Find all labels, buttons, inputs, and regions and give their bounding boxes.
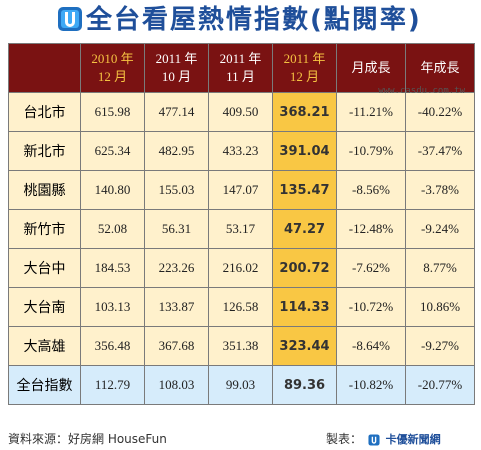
- page-title: 全台看屋熱情指數(點閱率): [86, 5, 422, 35]
- region-cell: 新竹市: [8, 209, 81, 249]
- mom-growth-cell: -10.79%: [336, 131, 406, 171]
- value-2011-12-cell: 89.36: [272, 365, 337, 405]
- value-2011-11-cell: 351.38: [208, 326, 273, 366]
- value-2011-11-cell: 126.58: [208, 287, 273, 327]
- value-2011-12-cell: 391.04: [272, 131, 337, 171]
- credit-note: 製表： 卡優新聞網: [326, 430, 441, 447]
- region-cell: 台北市: [8, 92, 81, 132]
- mom-growth-cell: -7.62%: [336, 248, 406, 288]
- value-2011-10-cell: 223.26: [144, 248, 209, 288]
- header-line: 12 月: [289, 69, 320, 84]
- mom-growth-cell: -12.48%: [336, 209, 406, 249]
- value-2011-10-cell: 155.03: [144, 170, 209, 210]
- yoy-growth-cell: -37.47%: [405, 131, 475, 171]
- mom-growth-cell: -8.64%: [336, 326, 406, 366]
- header-line: 2011 年: [283, 51, 326, 66]
- header-line: 2011 年: [219, 51, 262, 66]
- table-row-total: 全台指數 112.79 108.03 99.03 89.36 -10.82% -20.77%: [8, 365, 475, 405]
- yoy-growth-cell: 10.86%: [405, 287, 475, 327]
- value-2011-10-cell: 367.68: [144, 326, 209, 366]
- value-2011-11-cell: 147.07: [208, 170, 273, 210]
- made-by-label: 製表：: [326, 432, 363, 446]
- value-2011-12-cell: 200.72: [272, 248, 337, 288]
- value-2011-10-cell: 133.87: [144, 287, 209, 327]
- region-cell: 大台南: [8, 287, 81, 327]
- value-2010-12-cell: 615.98: [80, 92, 145, 132]
- header-cell-2011-11: 2011 年 11 月: [208, 43, 273, 93]
- value-2010-12-cell: 112.79: [80, 365, 145, 405]
- yoy-growth-cell: -3.78%: [405, 170, 475, 210]
- value-2011-11-cell: 99.03: [208, 365, 273, 405]
- mom-growth-cell: -10.72%: [336, 287, 406, 327]
- mom-growth-cell: -8.56%: [336, 170, 406, 210]
- yoy-growth-cell: -40.22%: [405, 92, 475, 132]
- value-2011-11-cell: 53.17: [208, 209, 273, 249]
- source-note: 資料來源：好房網 HouseFun: [8, 432, 167, 446]
- yoy-growth-cell: -9.27%: [405, 326, 475, 366]
- value-2010-12-cell: 52.08: [80, 209, 145, 249]
- value-2011-10-cell: 482.95: [144, 131, 209, 171]
- region-cell: 大高雄: [8, 326, 81, 366]
- table-row: 大台中 184.53 223.26 216.02 200.72 -7.62% 8.77%: [8, 248, 475, 288]
- table-row: 大台南 103.13 133.87 126.58 114.33 -10.72% 10.86%: [8, 287, 475, 327]
- value-2011-12-cell: 323.44: [272, 326, 337, 366]
- header-cell-mom: 月成長: [336, 43, 406, 93]
- header-line: 2011 年: [155, 51, 198, 66]
- header-cell-2010-12: 2010 年 12 月: [80, 43, 145, 93]
- card-u-logo-icon: [58, 7, 82, 31]
- header-cell-yoy: 年成長: [405, 43, 475, 93]
- header-cell-2011-10: 2011 年 10 月: [144, 43, 209, 93]
- value-2011-10-cell: 108.03: [144, 365, 209, 405]
- value-2011-12-cell: 47.27: [272, 209, 337, 249]
- table-row: 新北市 625.34 482.95 433.23 391.04 -10.79% -37.47…: [8, 131, 475, 171]
- value-2011-11-cell: 409.50: [208, 92, 273, 132]
- brand-name: 卡優新聞網: [385, 433, 441, 446]
- value-2010-12-cell: 356.48: [80, 326, 145, 366]
- region-cell: 新北市: [8, 131, 81, 171]
- value-2011-11-cell: 216.02: [208, 248, 273, 288]
- title-bar: 全台看屋熱情指數(點閱率): [0, 0, 481, 40]
- value-2011-10-cell: 56.31: [144, 209, 209, 249]
- mom-growth-cell: -11.21%: [336, 92, 406, 132]
- header-cell-2011-12: 2011 年 12 月: [272, 43, 337, 93]
- header-cell-region: [8, 43, 81, 93]
- header-row: 2010 年 12 月 2011 年 10 月 2011 年 11 月 2011 年 1…: [8, 43, 475, 93]
- mom-growth-cell: -10.82%: [336, 365, 406, 405]
- header-line: 11 月: [226, 69, 255, 84]
- table-row: 大高雄 356.48 367.68 351.38 323.44 -8.64% -9.27%: [8, 326, 475, 366]
- value-2010-12-cell: 140.80: [80, 170, 145, 210]
- value-2010-12-cell: 625.34: [80, 131, 145, 171]
- region-cell: 大台中: [8, 248, 81, 288]
- yoy-growth-cell: -9.24%: [405, 209, 475, 249]
- table-row: 台北市 615.98 477.14 409.50 368.21 -11.21% -40.22…: [8, 92, 475, 132]
- header-line: 2010 年: [91, 51, 134, 66]
- region-cell: 桃園縣: [8, 170, 81, 210]
- value-2011-11-cell: 433.23: [208, 131, 273, 171]
- header-line: 12 月: [97, 69, 128, 84]
- value-2010-12-cell: 184.53: [80, 248, 145, 288]
- value-2010-12-cell: 103.13: [80, 287, 145, 327]
- table-row: 新竹市 52.08 56.31 53.17 47.27 -12.48% -9.24%: [8, 209, 475, 249]
- value-2011-12-cell: 114.33: [272, 287, 337, 327]
- card-u-logo-icon: [368, 433, 380, 446]
- value-2011-10-cell: 477.14: [144, 92, 209, 132]
- watermark: www.casdu.com.tw: [378, 86, 465, 96]
- yoy-growth-cell: -20.77%: [405, 365, 475, 405]
- yoy-growth-cell: 8.77%: [405, 248, 475, 288]
- header-line: 10 月: [161, 69, 192, 84]
- value-2011-12-cell: 135.47: [272, 170, 337, 210]
- value-2011-12-cell: 368.21: [272, 92, 337, 132]
- table-row: 桃園縣 140.80 155.03 147.07 135.47 -8.56% -3.78%: [8, 170, 475, 210]
- region-cell: 全台指數: [8, 365, 81, 405]
- data-table: 2010 年 12 月 2011 年 10 月 2011 年 11 月 2011 年 1…: [8, 43, 475, 405]
